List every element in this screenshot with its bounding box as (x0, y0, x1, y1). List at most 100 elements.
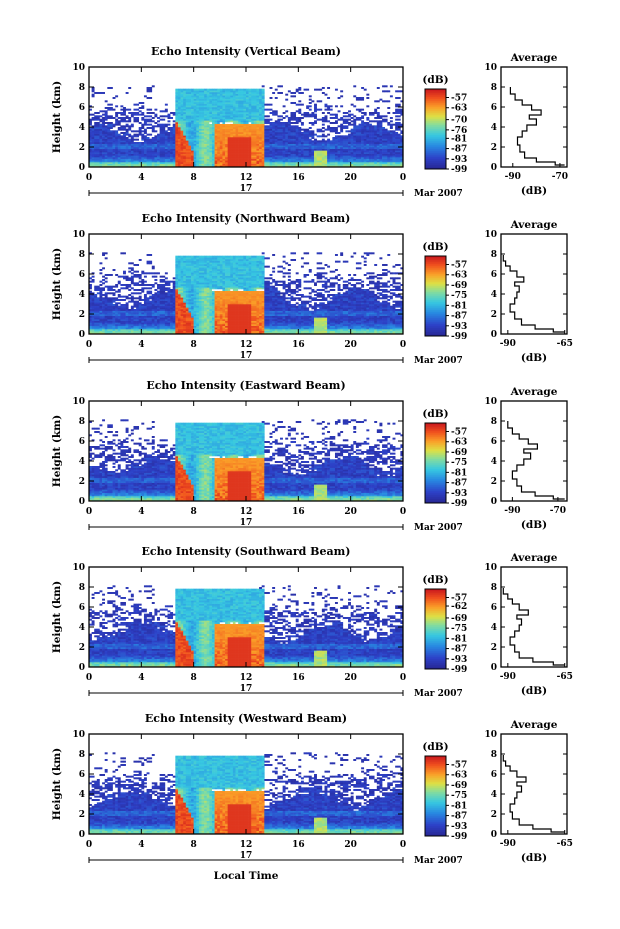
heatmap-cell (138, 295, 142, 298)
heatmap-cell (324, 135, 328, 138)
heatmap-cell (91, 322, 95, 325)
heatmap-cell (170, 165, 174, 168)
heatmap-cell (290, 137, 294, 139)
heatmap-cell (371, 142, 375, 144)
heatmap-cell (306, 143, 310, 146)
heatmap-cell (227, 143, 231, 146)
heatmap-cell (225, 158, 228, 161)
heatmap-cell (136, 143, 140, 146)
heatmap-cell (374, 128, 378, 131)
heatmap-cell (180, 133, 184, 136)
heatmap-cell (175, 122, 179, 124)
heatmap-cell (204, 148, 208, 151)
heatmap-cell (230, 125, 234, 128)
heatmap-cell (358, 150, 362, 153)
heatmap-cell (188, 103, 192, 106)
heatmap-cell (368, 152, 372, 154)
heatmap-cell (232, 100, 236, 103)
heatmap-cell (211, 92, 215, 94)
heatmap-cell (384, 137, 388, 139)
heatmap-cell (374, 140, 378, 143)
heatmap-cell (225, 98, 228, 101)
heatmap-cell (123, 138, 126, 141)
heatmap-cell (358, 135, 362, 138)
heatmap-cell (371, 137, 375, 139)
heatmap-cell (146, 160, 150, 163)
heatmap-cell (180, 158, 184, 161)
heatmap-cell (340, 118, 344, 121)
heatmap-cell (175, 152, 179, 154)
heatmap-cell (329, 165, 333, 168)
heatmap-cell (368, 143, 372, 146)
heatmap-cell (130, 150, 134, 153)
heatmap-cell (308, 152, 312, 154)
heatmap-cell (376, 115, 380, 118)
heatmap-cell (117, 142, 121, 144)
heatmap-cell (290, 132, 294, 134)
heatmap-cell (94, 133, 98, 136)
heatmap-cell (204, 120, 208, 123)
heatmap-cell (327, 107, 331, 109)
heatmap-cell (225, 118, 228, 121)
heatmap-cell (180, 163, 184, 166)
heatmap-cell (382, 163, 385, 166)
heatmap-cell (392, 140, 396, 143)
heatmap-cell (191, 93, 194, 96)
heatmap-cell (214, 147, 218, 149)
heatmap-cell (120, 155, 124, 158)
heatmap-cell (136, 158, 140, 161)
heatmap-cell (209, 100, 213, 103)
heatmap-cell (209, 160, 213, 163)
heatmap-cell (389, 152, 393, 154)
heatmap-cell (392, 148, 396, 151)
heatmap-cell (327, 148, 331, 151)
heatmap-cell (248, 140, 252, 143)
heatmap-cell (91, 329, 95, 331)
heatmap-cell (238, 140, 242, 143)
heatmap-cell (112, 117, 116, 119)
heatmap-cell (314, 105, 317, 108)
heatmap-cell (384, 150, 388, 153)
heatmap-cell (209, 92, 213, 94)
heatmap-cell (185, 95, 189, 98)
heatmap-cell (308, 133, 312, 136)
heatmap-cell (177, 153, 181, 156)
heatmap-cell (146, 165, 150, 168)
heatmap-cell (395, 155, 399, 158)
heatmap-cell (138, 152, 142, 154)
heatmap-cell (206, 88, 210, 91)
heatmap-cell (256, 150, 260, 153)
heatmap-cell (177, 107, 181, 109)
heatmap-cell (128, 158, 132, 161)
heatmap-cell (397, 138, 401, 141)
heatmap-cell (240, 125, 244, 128)
heatmap-cell (368, 155, 372, 158)
heatmap-cell (324, 103, 328, 106)
heatmap-cell (256, 132, 260, 134)
heatmap-cell (117, 152, 121, 154)
heatmap-cell (314, 140, 317, 143)
heatmap-cell (261, 125, 265, 128)
heatmap-cell (400, 140, 404, 143)
colorbar-segment (425, 153, 446, 156)
heatmap-cell (379, 162, 383, 164)
heatmap-cell (96, 125, 100, 128)
heatmap-cell (306, 147, 310, 149)
heatmap-cell (227, 107, 231, 109)
heatmap-cell (193, 162, 197, 164)
heatmap-cell (227, 163, 231, 166)
heatmap-cell (382, 127, 385, 129)
heatmap-cell (240, 112, 244, 114)
heatmap-cell (348, 133, 351, 136)
heatmap-cell (162, 158, 166, 161)
heatmap-cell (115, 145, 119, 148)
heatmap-cell (102, 138, 105, 141)
heatmap-cell (379, 98, 383, 101)
heatmap-cell (355, 162, 359, 164)
heatmap-cell (290, 115, 294, 118)
heatmap-cell (329, 127, 333, 129)
heatmap-cell (225, 113, 228, 116)
heatmap-cell (232, 130, 236, 133)
heatmap-cell (387, 122, 391, 124)
heatmap-cell (240, 102, 244, 104)
